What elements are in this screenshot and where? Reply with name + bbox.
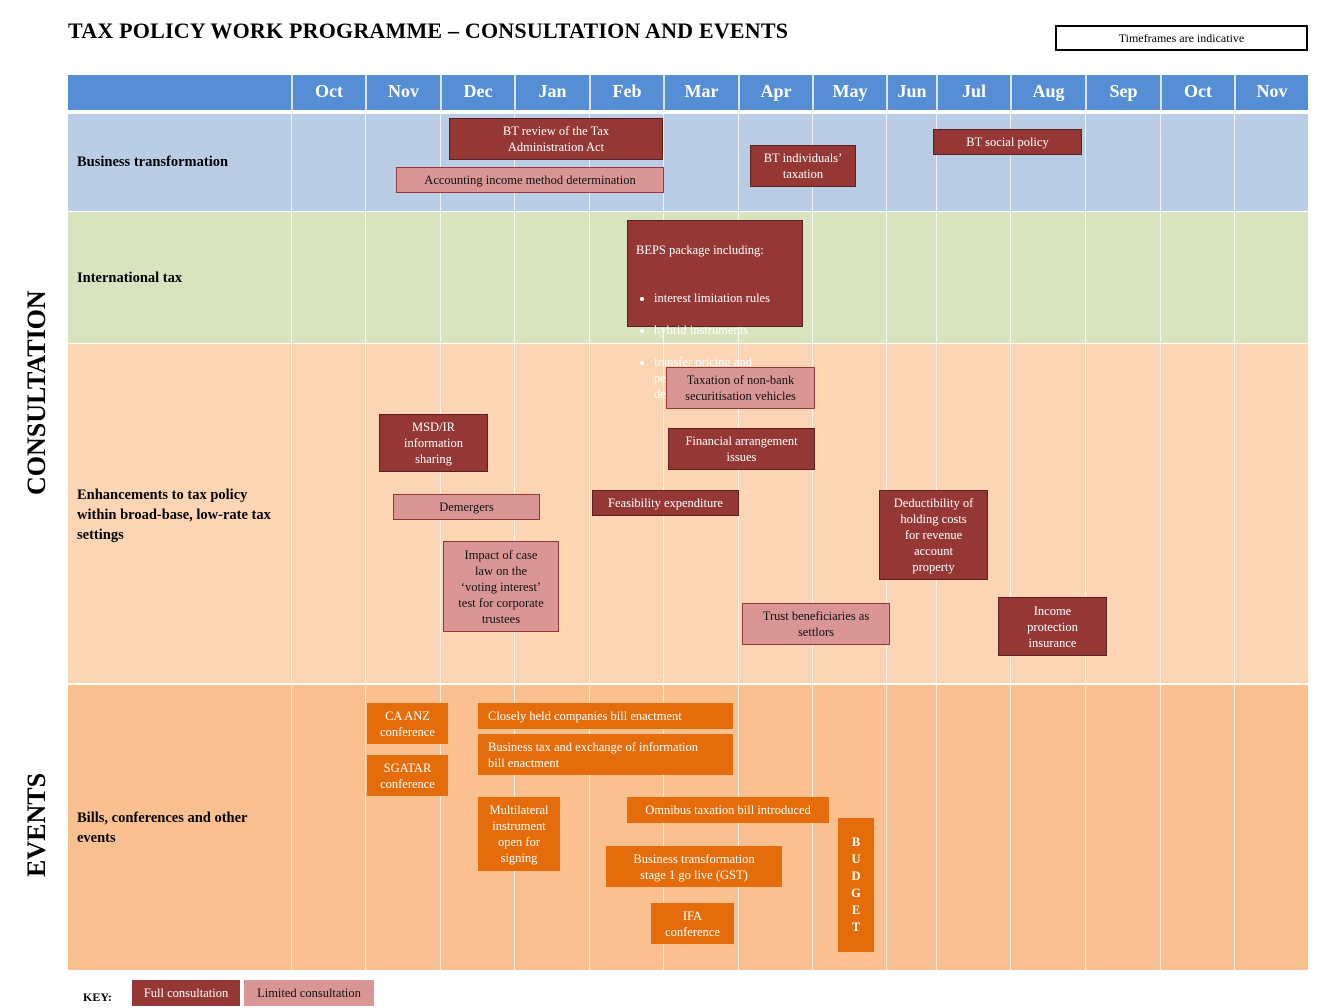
item-bt-individuals: BT individuals’ taxation — [750, 145, 856, 187]
timeframes-note: Timeframes are indicative — [1055, 25, 1308, 51]
month-dec: Dec — [440, 75, 514, 110]
event-multilateral: Multilateral instrument open for signing — [478, 797, 560, 871]
gridline — [291, 114, 292, 970]
beps-bullet: interest limitation rules — [654, 290, 794, 306]
month-feb: Feb — [589, 75, 663, 110]
event-sgatar: SGATAR conference — [367, 755, 448, 796]
gridline — [589, 114, 590, 970]
item-non-bank-securitisation: Taxation of non-bank securitisation vehi… — [666, 367, 815, 409]
item-deductibility: Deductibility of holding costs for reven… — [879, 490, 988, 580]
month-jan: Jan — [514, 75, 589, 110]
section-events: EVENTS — [22, 772, 51, 877]
month-nov: Nov — [365, 75, 440, 110]
row-label-enhancements: Enhancements to tax policy within broad-… — [77, 487, 271, 543]
event-ifa: IFA conference — [651, 903, 734, 944]
gridline — [1010, 114, 1011, 970]
month-aug: Aug — [1010, 75, 1085, 110]
month-nov: Nov — [1234, 75, 1308, 110]
item-beps-package: BEPS package including: interest limitat… — [627, 220, 803, 401]
row-label-international: International tax — [77, 270, 183, 286]
item-bt-social-policy: BT social policy — [933, 129, 1082, 155]
month-jul: Jul — [936, 75, 1010, 110]
month-oct: Oct — [291, 75, 365, 110]
row-label-business: Business transformation — [77, 154, 229, 170]
item-case-law: Impact of case law on the ‘voting intere… — [443, 541, 559, 632]
key-full-consultation: Full consultation — [132, 980, 240, 1006]
gridline — [1085, 114, 1086, 970]
gridline — [738, 114, 739, 970]
item-msd-ir-sharing: MSD/IR information sharing — [379, 414, 488, 472]
item-trust-beneficiaries: Trust beneficiaries as settlors — [742, 603, 890, 645]
key-limited-consultation: Limited consultation — [244, 980, 374, 1006]
month-jun: Jun — [886, 75, 936, 110]
event-ca-anz: CA ANZ conference — [367, 703, 448, 744]
event-closely-held: Closely held companies bill enactment — [478, 703, 733, 729]
month-may: May — [812, 75, 886, 110]
page-title: TAX POLICY WORK PROGRAMME – CONSULTATION… — [68, 18, 789, 43]
gridline — [440, 114, 441, 970]
gridline — [663, 114, 664, 970]
gridline — [1160, 114, 1161, 970]
row-business-transformation — [68, 114, 1308, 211]
item-feasibility: Feasibility expenditure — [592, 490, 739, 516]
row-label-events: Bills, conferences and other events — [77, 810, 248, 846]
event-bt-stage1: Business transformation stage 1 go live … — [606, 846, 782, 887]
beps-title: BEPS package including: — [636, 243, 764, 257]
gridline — [812, 114, 813, 970]
event-budget: B U D G E T — [838, 818, 874, 952]
event-omnibus: Omnibus taxation bill introduced — [627, 797, 829, 823]
month-apr: Apr — [738, 75, 812, 110]
month-header — [68, 75, 1308, 110]
month-mar: Mar — [663, 75, 738, 110]
section-consultation: CONSULTATION — [22, 290, 51, 495]
item-income-protection: Income protection insurance — [998, 597, 1107, 656]
item-bt-review: BT review of the Tax Administration Act — [449, 118, 663, 160]
item-financial-arrangement: Financial arrangement issues — [668, 428, 815, 470]
month-oct: Oct — [1160, 75, 1234, 110]
beps-bullet: hybrid instruments — [654, 322, 794, 338]
event-business-tax: Business tax and exchange of information… — [478, 734, 733, 775]
item-accounting-income: Accounting income method determination — [396, 167, 664, 193]
gridline — [365, 114, 366, 970]
item-demergers: Demergers — [393, 494, 540, 520]
gridline — [1234, 114, 1235, 970]
key-label: KEY: — [83, 990, 112, 1004]
month-sep: Sep — [1085, 75, 1160, 110]
